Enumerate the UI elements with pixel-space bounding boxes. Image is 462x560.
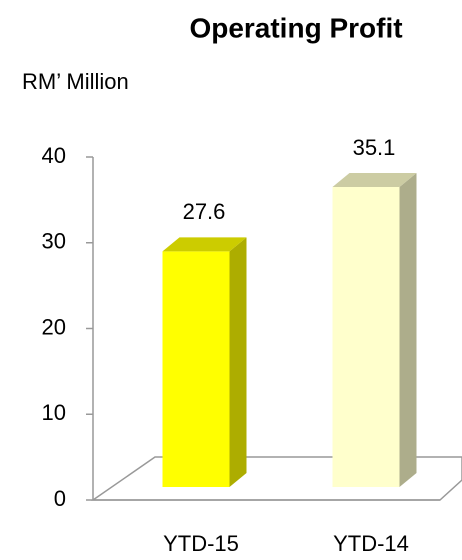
- chart-title: Operating Profit: [189, 12, 402, 43]
- value-label: 27.6: [183, 199, 226, 224]
- bar: [332, 173, 417, 487]
- x-tick-label: YTD-15: [163, 531, 239, 556]
- y-tick-label: 10: [42, 400, 66, 425]
- bar: [162, 237, 247, 487]
- y-tick-label: 20: [42, 314, 66, 339]
- x-tick-label: YTD-14: [333, 531, 409, 556]
- bar-front: [162, 251, 230, 487]
- y-tick-label: 40: [42, 143, 66, 168]
- y-tick-label: 0: [54, 486, 66, 511]
- bar-side: [229, 237, 247, 487]
- bar-top: [162, 237, 247, 252]
- bar-front: [332, 187, 400, 487]
- y-axis-label: RM’ Million: [22, 69, 129, 94]
- y-tick-label: 30: [42, 229, 66, 254]
- value-label: 35.1: [353, 135, 396, 160]
- bar-side: [399, 173, 417, 487]
- bar-top: [332, 173, 417, 188]
